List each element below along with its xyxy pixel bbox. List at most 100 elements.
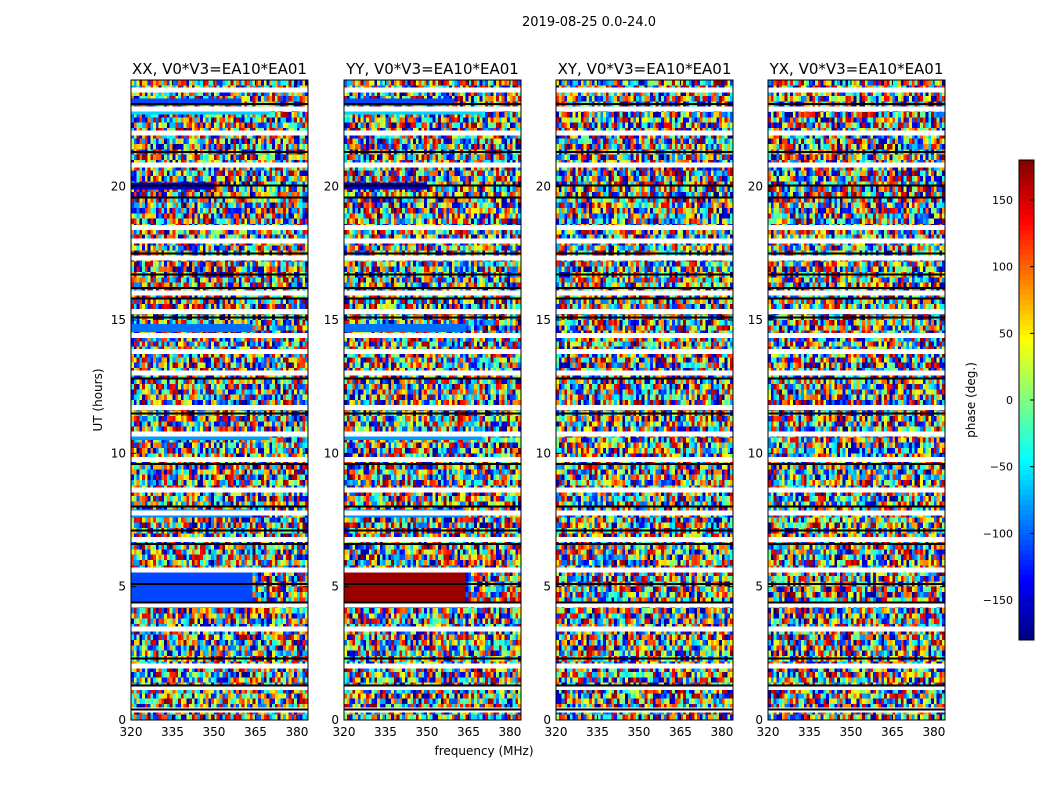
colorbar-segment <box>1019 610 1034 615</box>
phase-cells <box>344 80 521 720</box>
flag-line <box>131 506 308 508</box>
flag-line <box>556 287 733 289</box>
colorbar-segment <box>1019 320 1034 325</box>
colorbar-segment <box>1019 220 1034 225</box>
flag-line <box>556 274 733 276</box>
flag-gap <box>768 510 945 515</box>
colorbar-segment <box>1019 415 1034 420</box>
flag-gap <box>131 225 308 230</box>
flag-gap <box>556 162 733 167</box>
flag-gap <box>344 457 521 462</box>
x-tick-label: 320 <box>545 725 568 739</box>
y-tick-label: 10 <box>111 446 126 460</box>
flag-gap <box>768 225 945 230</box>
flag-gap <box>556 238 733 243</box>
flag-gap <box>344 162 521 167</box>
flag-gap <box>556 568 733 573</box>
colorbar-segment <box>1019 485 1034 490</box>
flag-gap <box>344 370 521 375</box>
flag-line <box>768 530 945 532</box>
colorbar-segment <box>1019 170 1034 175</box>
flag-gap <box>131 106 308 111</box>
flag-gap <box>131 370 308 375</box>
flag-gap <box>768 537 945 542</box>
flag-gap <box>768 88 945 93</box>
flag-gap <box>131 290 308 295</box>
flag-gap <box>768 333 945 338</box>
flag-line <box>131 530 308 532</box>
flag-line <box>344 658 521 660</box>
y-tick-label: 5 <box>543 580 551 594</box>
flag-gap <box>344 309 521 314</box>
colorbar-segment <box>1019 330 1034 335</box>
phase-cells <box>556 80 733 720</box>
flag-line <box>344 151 521 153</box>
colorbar-segment <box>1019 525 1034 530</box>
coherent-band <box>131 324 253 332</box>
colorbar-tick-label: 50 <box>999 327 1013 340</box>
x-tick-label: 380 <box>285 725 308 739</box>
flag-gap <box>768 290 945 295</box>
x-tick-label: 365 <box>669 725 692 739</box>
flag-gap <box>556 106 733 111</box>
colorbar-tick-label: −50 <box>990 461 1013 474</box>
flag-line <box>768 378 945 380</box>
flag-gap <box>131 432 308 437</box>
flag-gap <box>556 130 733 135</box>
colorbar-segment <box>1019 310 1034 315</box>
colorbar-segment <box>1019 255 1034 260</box>
flag-line <box>344 287 521 289</box>
flag-gap <box>344 290 521 295</box>
colorbar-segment <box>1019 290 1034 295</box>
flag-gap <box>768 626 945 631</box>
y-tick-label: 5 <box>755 580 763 594</box>
colorbar-tick-label: 100 <box>992 261 1013 274</box>
flag-line <box>768 602 945 604</box>
colorbar-segment <box>1019 500 1034 505</box>
colorbar-segment <box>1019 275 1034 280</box>
colorbar-tick-label: −150 <box>983 594 1013 607</box>
colorbar-segment <box>1019 535 1034 540</box>
colorbar-segment <box>1019 325 1034 330</box>
flag-gap <box>344 238 521 243</box>
colorbar-segment <box>1019 565 1034 570</box>
panel-title: YY, V0*V3=EA10*EA01 <box>345 60 519 78</box>
x-tick-label: 365 <box>881 725 904 739</box>
flag-gap <box>556 256 733 261</box>
flag-line <box>131 287 308 289</box>
flag-line <box>131 184 308 186</box>
y-tick-label: 10 <box>324 446 339 460</box>
x-tick-label: 380 <box>498 725 521 739</box>
x-tick-label: 380 <box>922 725 945 739</box>
flag-line <box>556 658 733 660</box>
phase-cells <box>131 80 308 720</box>
colorbar-segment <box>1019 630 1034 635</box>
y-tick-label: 10 <box>536 446 551 460</box>
flag-line <box>768 287 945 289</box>
flag-gap <box>556 405 733 410</box>
flag-gap <box>344 510 521 515</box>
flag-gap <box>768 349 945 354</box>
flag-gap <box>768 309 945 314</box>
flag-gap <box>768 162 945 167</box>
flag-gap <box>768 370 945 375</box>
flag-gap <box>768 106 945 111</box>
panel-title: XX, V0*V3=EA10*EA01 <box>132 60 307 78</box>
y-tick-label: 0 <box>118 713 126 727</box>
flag-gap <box>131 256 308 261</box>
flag-line <box>131 543 308 545</box>
flag-line <box>768 543 945 545</box>
x-tick-label: 350 <box>840 725 863 739</box>
flag-gap <box>131 333 308 338</box>
flag-line <box>131 602 308 604</box>
flag-gap <box>344 256 521 261</box>
colorbar-segment <box>1019 370 1034 375</box>
y-tick-label: 20 <box>748 180 763 194</box>
colorbar-segment <box>1019 215 1034 220</box>
flag-gap <box>556 664 733 669</box>
flag-line <box>556 196 733 198</box>
flag-gap <box>556 432 733 437</box>
colorbar-segment <box>1019 580 1034 585</box>
